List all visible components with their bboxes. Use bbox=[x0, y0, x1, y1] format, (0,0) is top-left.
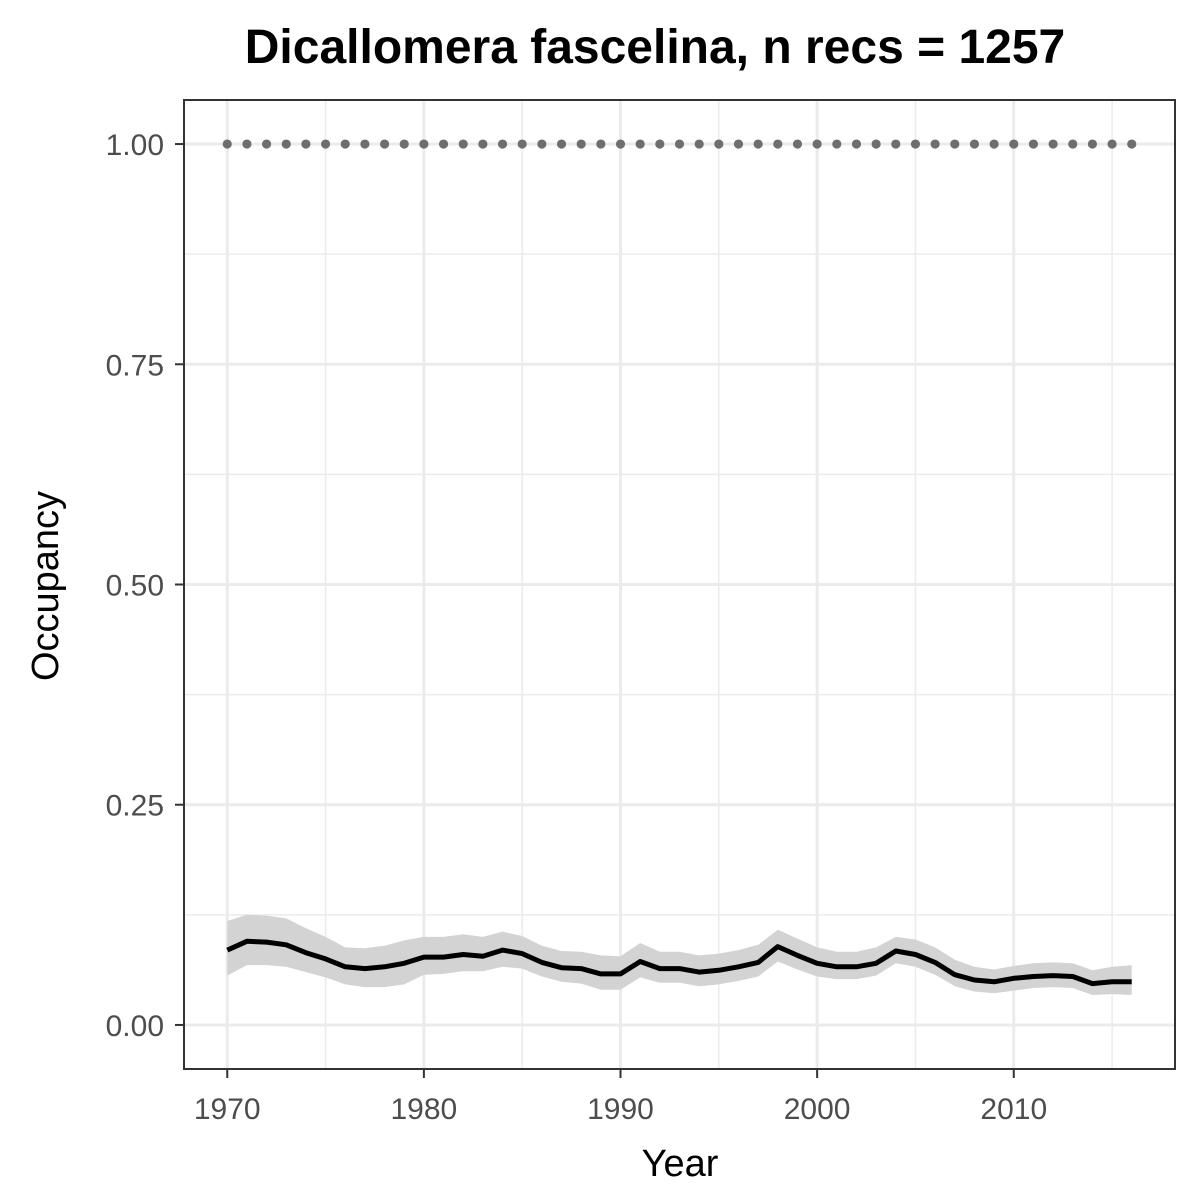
reference-point bbox=[438, 139, 449, 149]
reference-point bbox=[694, 139, 704, 149]
y-tick-label: 0.00 bbox=[106, 1010, 164, 1043]
reference-point bbox=[812, 139, 822, 149]
mean-line-layer bbox=[226, 938, 1132, 987]
x-tick-label: 1990 bbox=[587, 1093, 654, 1126]
x-tick-label: 2010 bbox=[980, 1093, 1047, 1126]
reference-point bbox=[537, 139, 547, 149]
reference-point bbox=[399, 139, 409, 149]
x-axis-title: Year bbox=[642, 1143, 719, 1185]
reference-point bbox=[753, 139, 763, 149]
reference-point bbox=[242, 139, 252, 149]
reference-point bbox=[655, 139, 665, 149]
y-tick-label: 0.50 bbox=[106, 570, 164, 603]
reference-point bbox=[1107, 139, 1117, 149]
reference-point bbox=[674, 139, 685, 149]
reference-point bbox=[1009, 139, 1019, 149]
reference-points-layer bbox=[222, 139, 1137, 149]
reference-point bbox=[379, 139, 390, 149]
reference-point bbox=[714, 139, 724, 149]
reference-point bbox=[596, 139, 606, 149]
reference-point bbox=[419, 139, 429, 149]
reference-point bbox=[930, 139, 940, 149]
reference-point bbox=[871, 139, 881, 149]
reference-point bbox=[989, 139, 999, 149]
y-axis: 0.00 0.25 0.50 0.75 1.00 bbox=[106, 129, 184, 1043]
reference-point bbox=[969, 139, 980, 149]
mean-occupancy-line bbox=[226, 938, 1132, 987]
reference-point bbox=[1068, 139, 1078, 149]
x-tick-label: 2000 bbox=[784, 1093, 851, 1126]
reference-point bbox=[261, 139, 272, 149]
reference-point bbox=[281, 139, 291, 149]
reference-point bbox=[1028, 139, 1039, 149]
reference-point bbox=[497, 139, 508, 149]
x-tick-label: 1980 bbox=[391, 1093, 458, 1126]
reference-point bbox=[340, 139, 350, 149]
x-tick-label: 1970 bbox=[194, 1093, 261, 1126]
reference-point bbox=[1087, 139, 1098, 149]
reference-point bbox=[458, 139, 468, 149]
reference-point bbox=[1127, 139, 1137, 149]
reference-point bbox=[478, 139, 488, 149]
reference-point bbox=[301, 139, 311, 149]
y-tick-label: 0.25 bbox=[106, 790, 164, 823]
reference-point bbox=[733, 139, 744, 149]
reference-point bbox=[576, 139, 586, 149]
confidence-ribbon bbox=[227, 914, 1132, 995]
reference-point bbox=[1048, 139, 1058, 149]
chart-title: Dicallomera fascelina, n recs = 1257 bbox=[245, 21, 1066, 74]
reference-point bbox=[792, 139, 803, 149]
reference-point bbox=[950, 139, 960, 149]
reference-point bbox=[773, 139, 783, 149]
y-tick-label: 1.00 bbox=[106, 129, 164, 162]
reference-point bbox=[615, 139, 626, 149]
reference-point bbox=[320, 139, 331, 149]
y-tick-label: 0.75 bbox=[106, 349, 164, 382]
reference-point bbox=[556, 139, 567, 149]
reference-point bbox=[635, 139, 645, 149]
reference-point bbox=[851, 139, 862, 149]
reference-point bbox=[222, 139, 232, 149]
reference-point bbox=[910, 139, 921, 149]
reference-point bbox=[517, 139, 527, 149]
confidence-ribbon-layer bbox=[227, 914, 1132, 995]
reference-point bbox=[832, 139, 842, 149]
x-axis: 1970 1980 1990 2000 2010 bbox=[194, 1069, 1047, 1126]
y-axis-title: Occupancy bbox=[25, 491, 67, 681]
reference-point bbox=[360, 139, 370, 149]
reference-point bbox=[891, 139, 901, 149]
